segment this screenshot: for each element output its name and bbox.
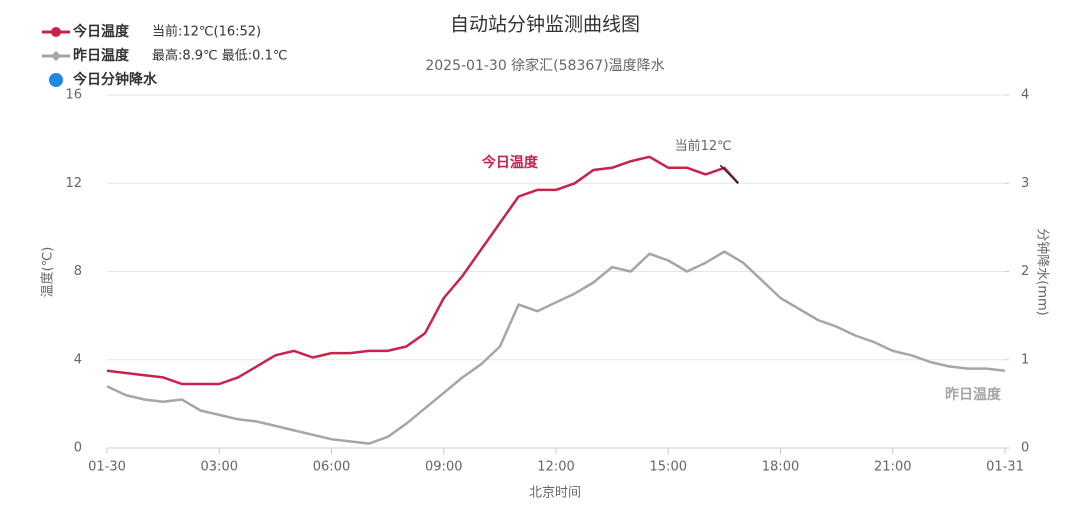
legend-marker <box>51 27 61 37</box>
annotation: 当前12℃ <box>675 138 732 154</box>
x-tick-label: 15:00 <box>650 460 687 475</box>
legend-label: 今日分钟降水 <box>72 71 158 88</box>
y-tick-label: 8 <box>74 264 82 279</box>
legend-label: 昨日温度 <box>73 47 130 64</box>
legend-note: 最高:8.9℃ 最低:0.1℃ <box>152 48 287 64</box>
chart-subtitle: 2025-01-30 徐家汇(58367)温度降水 <box>425 57 664 74</box>
y-tick-label: 4 <box>74 352 82 367</box>
x-tick-label: 21:00 <box>874 460 911 475</box>
x-tick-label: 09:00 <box>425 460 462 475</box>
y2-axis-label: 分钟降水(mm) <box>1035 228 1051 315</box>
y2-tick-label: 0 <box>1021 441 1029 456</box>
y-axis-label: 温度(℃) <box>40 247 56 298</box>
y-tick-label: 0 <box>74 441 82 456</box>
legend-marker <box>51 51 61 61</box>
x-tick-label: 18:00 <box>762 460 799 475</box>
y2-tick-label: 3 <box>1021 176 1029 191</box>
series-line <box>106 250 1006 445</box>
legend-marker <box>49 73 63 87</box>
x-tick-label: 06:00 <box>313 460 350 475</box>
x-tick-label: 01-30 <box>88 460 126 475</box>
x-axis-label: 北京时间 <box>529 486 581 501</box>
series-line <box>106 155 740 386</box>
y-tick-label: 16 <box>65 88 82 103</box>
legend-note: 当前:12℃(16:52) <box>152 24 261 40</box>
x-tick-label: 03:00 <box>201 460 238 475</box>
y2-tick-label: 2 <box>1021 264 1029 279</box>
annotation-pointer <box>719 164 739 184</box>
chart-title: 自动站分钟监测曲线图 <box>450 14 640 36</box>
y2-tick-label: 4 <box>1021 88 1029 103</box>
x-tick-label: 12:00 <box>537 460 574 475</box>
y-tick-label: 12 <box>65 176 82 191</box>
series-label: 今日温度 <box>481 154 539 171</box>
x-tick-label: 01-31 <box>986 460 1024 475</box>
series-label: 昨日温度 <box>945 386 1002 403</box>
y2-tick-label: 1 <box>1021 352 1029 367</box>
legend-label: 今日温度 <box>72 23 130 40</box>
